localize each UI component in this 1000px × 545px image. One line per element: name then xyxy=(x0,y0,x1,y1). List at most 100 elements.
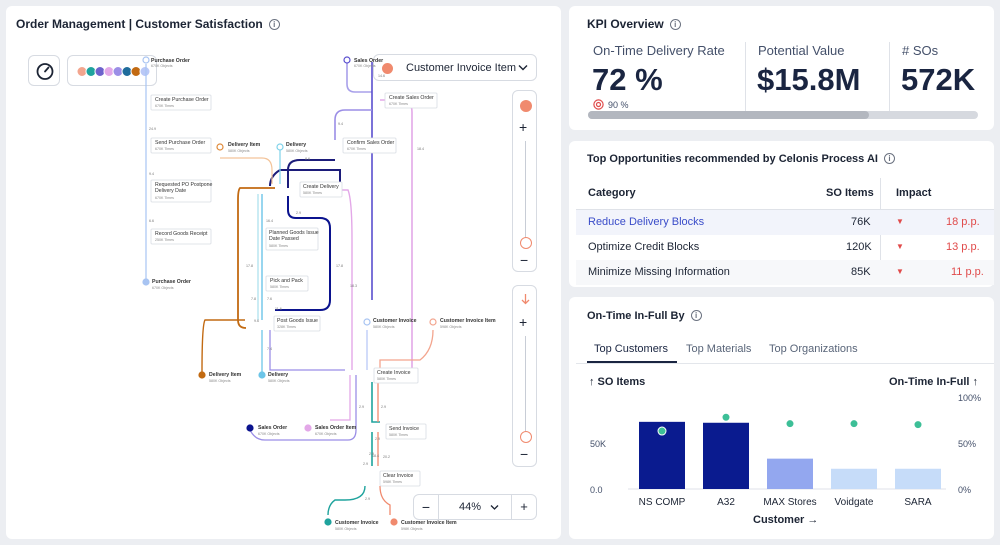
col-impact[interactable]: Impact xyxy=(896,187,932,199)
connection-slider[interactable]: + − xyxy=(512,285,537,467)
node-cust-invoice-bottom[interactable]: Customer Invoice xyxy=(335,520,379,526)
right-tick-label: 100% xyxy=(958,393,981,403)
x-axis-title[interactable]: Customer → xyxy=(753,514,819,526)
edge-duration-label: 9.4 xyxy=(149,172,154,176)
info-icon[interactable]: i xyxy=(268,19,280,30)
node-so-bottom[interactable]: Sales Order xyxy=(258,425,287,431)
info-icon[interactable]: i xyxy=(669,19,681,30)
otif-panel xyxy=(569,297,994,539)
kpi-panel xyxy=(569,6,994,130)
edge-duration-label: 17.8 xyxy=(246,264,253,268)
tab-top-organizations[interactable]: Top Organizations xyxy=(769,343,858,355)
node-pick-pack-count: 580K Times xyxy=(270,285,289,289)
node-delivery-bottom[interactable]: Delivery xyxy=(268,372,288,378)
object-type-dropdown[interactable]: Customer Invoice Item xyxy=(373,54,537,81)
object-color-dot xyxy=(382,63,393,74)
node-create-delivery[interactable]: Create Delivery xyxy=(303,184,339,190)
node-po-top[interactable]: Purchase Order xyxy=(151,58,190,64)
row-category[interactable]: Minimize Missing Information xyxy=(588,266,730,278)
kpi-divider xyxy=(889,42,890,112)
target-icon xyxy=(593,99,604,110)
slider2-handle[interactable] xyxy=(519,431,532,443)
col-category[interactable]: Category xyxy=(588,187,636,199)
node-so-top[interactable]: Sales Order xyxy=(354,58,383,64)
node-cust-invoice-bottom-count: 580K Objects xyxy=(335,527,357,531)
node-so-item-bottom[interactable]: Sales Order Item xyxy=(315,425,357,431)
bar-max-stores[interactable] xyxy=(767,458,813,489)
edge-duration-label: 24.9 xyxy=(149,127,156,131)
node-so-item-bottom-count: 670K Objects xyxy=(315,432,337,436)
node-postpone-count: 670K Times xyxy=(155,196,174,200)
bar-voidgate[interactable] xyxy=(831,468,877,489)
node-create-po[interactable]: Create Purchase Order xyxy=(155,97,209,103)
node-planned-gi-line1[interactable]: Planned Goods Issue xyxy=(269,230,319,236)
row-category[interactable]: Optimize Credit Blocks xyxy=(588,241,700,253)
x-tick-label: SARA xyxy=(904,497,932,508)
active-tab-underline xyxy=(587,361,677,363)
edge-duration-label: 2.9 xyxy=(365,497,370,501)
slider-minus-button[interactable]: − xyxy=(520,252,529,268)
table-row[interactable]: Reduce Delivery Blocks 76K ▼ 18 p.p. xyxy=(576,210,994,235)
slider2-minus-button[interactable]: − xyxy=(520,446,529,462)
node-send-po-count: 670K Times xyxy=(155,147,174,151)
kpi-divider xyxy=(745,42,746,112)
otif-marker[interactable] xyxy=(913,420,923,430)
node-cust-invoice-top[interactable]: Customer Invoice xyxy=(373,318,417,324)
edge-duration-label: 14.6 xyxy=(378,74,385,78)
node-send-invoice[interactable]: Send Invoice xyxy=(389,426,419,432)
node-create-invoice[interactable]: Create Invoice xyxy=(377,370,411,376)
node-cust-invoice-item-bottom[interactable]: Customer Invoice Item xyxy=(401,520,457,526)
otif-marker[interactable] xyxy=(849,419,859,429)
zoom-level[interactable]: 44% xyxy=(459,501,482,513)
slider-plus-button[interactable]: + xyxy=(519,119,528,135)
left-axis-title[interactable]: ↑ SO Items xyxy=(589,376,646,388)
tab-top-materials[interactable]: Top Materials xyxy=(686,343,752,355)
edge-duration-label: 17.8 xyxy=(336,264,343,268)
node-delivery-item-bottom[interactable]: Delivery Item xyxy=(209,372,242,378)
bar-sara[interactable] xyxy=(895,468,941,489)
slider-bottom-handle[interactable] xyxy=(519,237,532,249)
x-tick-label: A32 xyxy=(717,497,735,508)
otif-marker[interactable] xyxy=(721,412,731,422)
slider-top-handle[interactable] xyxy=(519,100,532,112)
otif-marker[interactable] xyxy=(785,419,795,429)
slider2-track xyxy=(525,336,526,434)
table-row[interactable]: Optimize Credit Blocks 120K ▼ 13 p.p. xyxy=(576,235,994,260)
edge-duration-label: 7.4 xyxy=(267,347,272,351)
row-impact: 18 p.p. xyxy=(946,216,980,228)
tab-top-customers[interactable]: Top Customers xyxy=(594,343,668,355)
node-delivery-top[interactable]: Delivery xyxy=(286,142,306,148)
node-confirm-so[interactable]: Confirm Sales Order xyxy=(347,140,395,146)
zoom-in-button[interactable]: + xyxy=(511,495,536,519)
node-record-gr[interactable]: Record Goods Receipt xyxy=(155,231,208,237)
right-axis-title[interactable]: On-Time In-Full ↑ xyxy=(889,376,979,388)
row-category[interactable]: Reduce Delivery Blocks xyxy=(588,216,705,228)
decrease-arrow-icon: ▼ xyxy=(896,217,904,226)
edge-duration-label: 16.4 xyxy=(266,219,273,223)
object-legend-button[interactable] xyxy=(67,55,157,86)
node-send-po[interactable]: Send Purchase Order xyxy=(155,140,205,146)
chevron-down-icon xyxy=(490,505,499,510)
info-icon[interactable]: i xyxy=(690,310,702,321)
node-delivery-item-top[interactable]: Delivery Item xyxy=(228,142,261,148)
node-pick-pack[interactable]: Pick and Pack xyxy=(270,278,303,284)
zoom-out-button[interactable]: − xyxy=(414,495,439,519)
node-post-gi[interactable]: Post Goods Issue xyxy=(277,318,318,324)
node-post-gi-count: 328K Times xyxy=(277,325,296,329)
col-so-items[interactable]: SO Items xyxy=(826,187,874,199)
table-row[interactable]: Minimize Missing Information 85K ▼ 11 p.… xyxy=(576,260,994,285)
node-postpone-line1[interactable]: Requested PO Postpone xyxy=(155,182,213,188)
performance-toggle-button[interactable] xyxy=(28,55,60,86)
bar-a32[interactable] xyxy=(703,422,749,489)
activity-slider[interactable]: + − xyxy=(512,90,537,272)
node-create-so[interactable]: Create Sales Order xyxy=(389,95,434,101)
node-postpone-line2: Delivery Date xyxy=(155,188,186,194)
otif-chart: 0.0 50K 0% 50% 100% NS COMP A32 MAX Stores Voidg… xyxy=(590,393,981,508)
process-graph[interactable]: Create Purchase Order 670K Times Send Pu… xyxy=(0,0,560,545)
node-clear-invoice[interactable]: Clear Invoice xyxy=(383,473,413,479)
otif-marker[interactable] xyxy=(657,426,667,436)
slider2-plus-button[interactable]: + xyxy=(519,314,528,330)
node-cust-invoice-item-top[interactable]: Customer Invoice Item xyxy=(440,318,496,324)
node-po-bottom[interactable]: Purchase Order xyxy=(152,279,191,285)
info-icon[interactable]: i xyxy=(883,153,895,164)
